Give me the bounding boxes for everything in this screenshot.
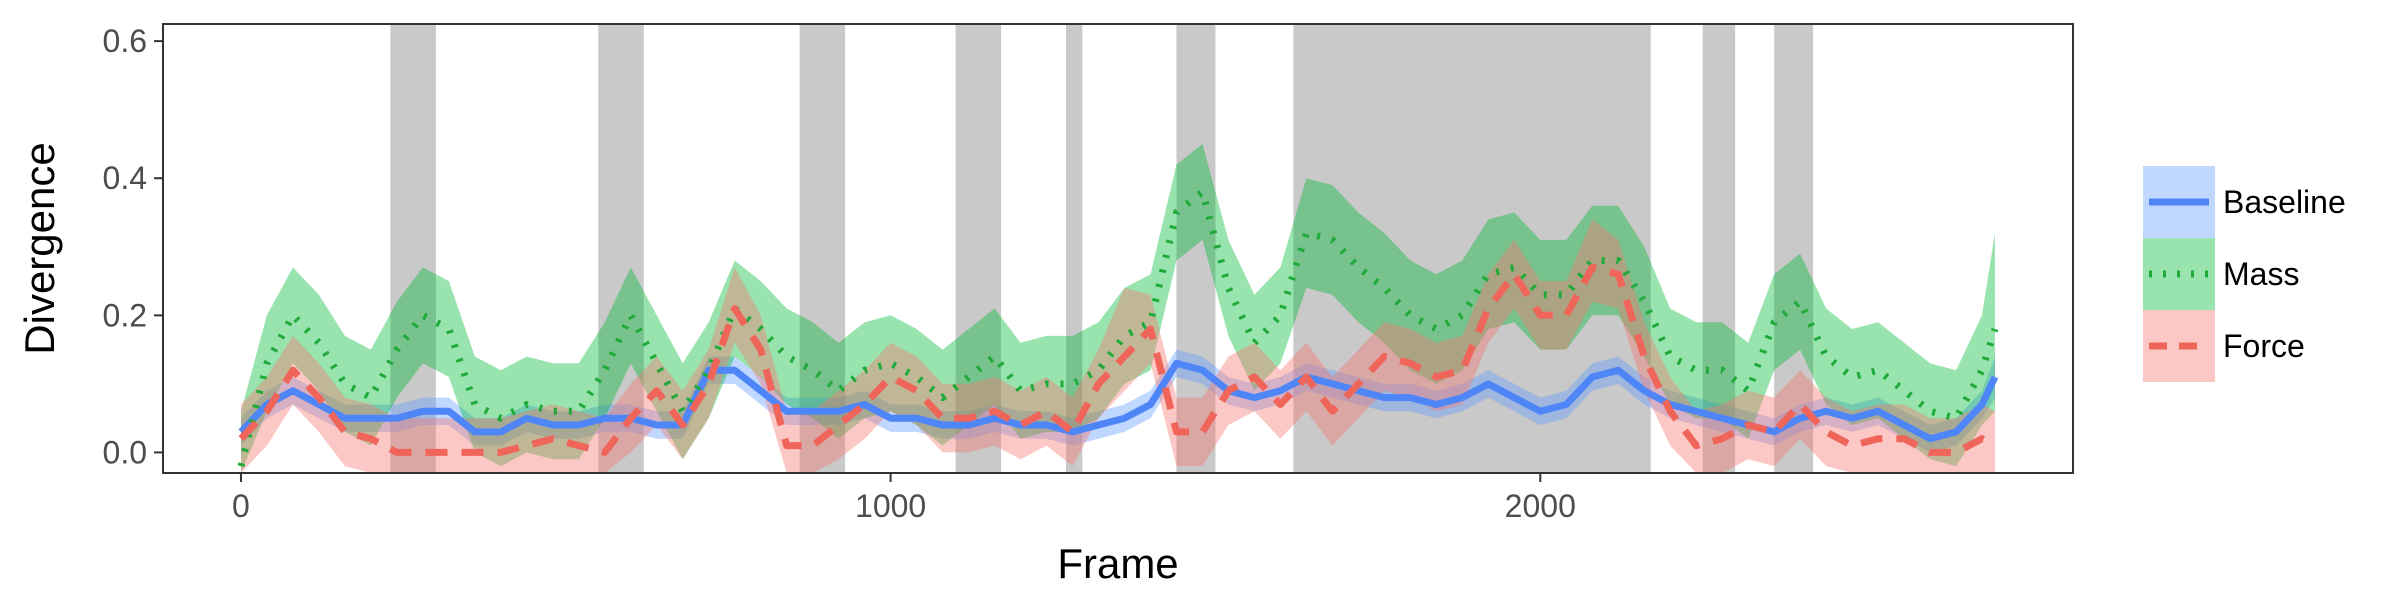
- legend-item-baseline: Baseline: [2143, 166, 2346, 238]
- legend-label: Force: [2223, 328, 2305, 364]
- shaded-region: [1176, 24, 1216, 473]
- y-tick-label: 0.4: [103, 160, 147, 196]
- shaded-regions: [390, 24, 1814, 473]
- legend-label: Baseline: [2223, 184, 2346, 220]
- y-axis: 0.0 0.2 0.4 0.6: [103, 23, 163, 470]
- legend-item-force: Force: [2143, 310, 2305, 382]
- band-mass: [241, 144, 1995, 473]
- legend-item-mass: Mass: [2143, 238, 2299, 310]
- legend-label: Mass: [2223, 256, 2299, 292]
- shaded-region: [1702, 24, 1736, 473]
- shaded-region: [598, 24, 644, 473]
- x-tick-label: 1000: [855, 488, 926, 524]
- line-force: [238, 263, 1997, 456]
- shaded-region: [1066, 24, 1083, 473]
- y-tick-label: 0.2: [103, 297, 147, 333]
- shaded-region: [1774, 24, 1814, 473]
- y-tick-label: 0.6: [103, 23, 147, 59]
- line-baseline: [238, 359, 1999, 443]
- x-tick-label: 0: [232, 488, 250, 524]
- y-axis-title: Divergence: [16, 142, 63, 354]
- shaded-region: [1293, 24, 1651, 473]
- shaded-region: [390, 24, 436, 473]
- legend: Baseline Mass Force: [2143, 166, 2346, 382]
- series-lines: [237, 188, 1999, 467]
- shaded-region: [799, 24, 846, 473]
- x-tick-label: 2000: [1505, 488, 1576, 524]
- plot-panel-border: [162, 23, 2074, 474]
- y-tick-label: 0.0: [103, 434, 147, 470]
- x-axis: 0 1000 2000: [232, 473, 1576, 524]
- x-axis-title: Frame: [1057, 540, 1178, 587]
- shaded-region: [955, 24, 1002, 473]
